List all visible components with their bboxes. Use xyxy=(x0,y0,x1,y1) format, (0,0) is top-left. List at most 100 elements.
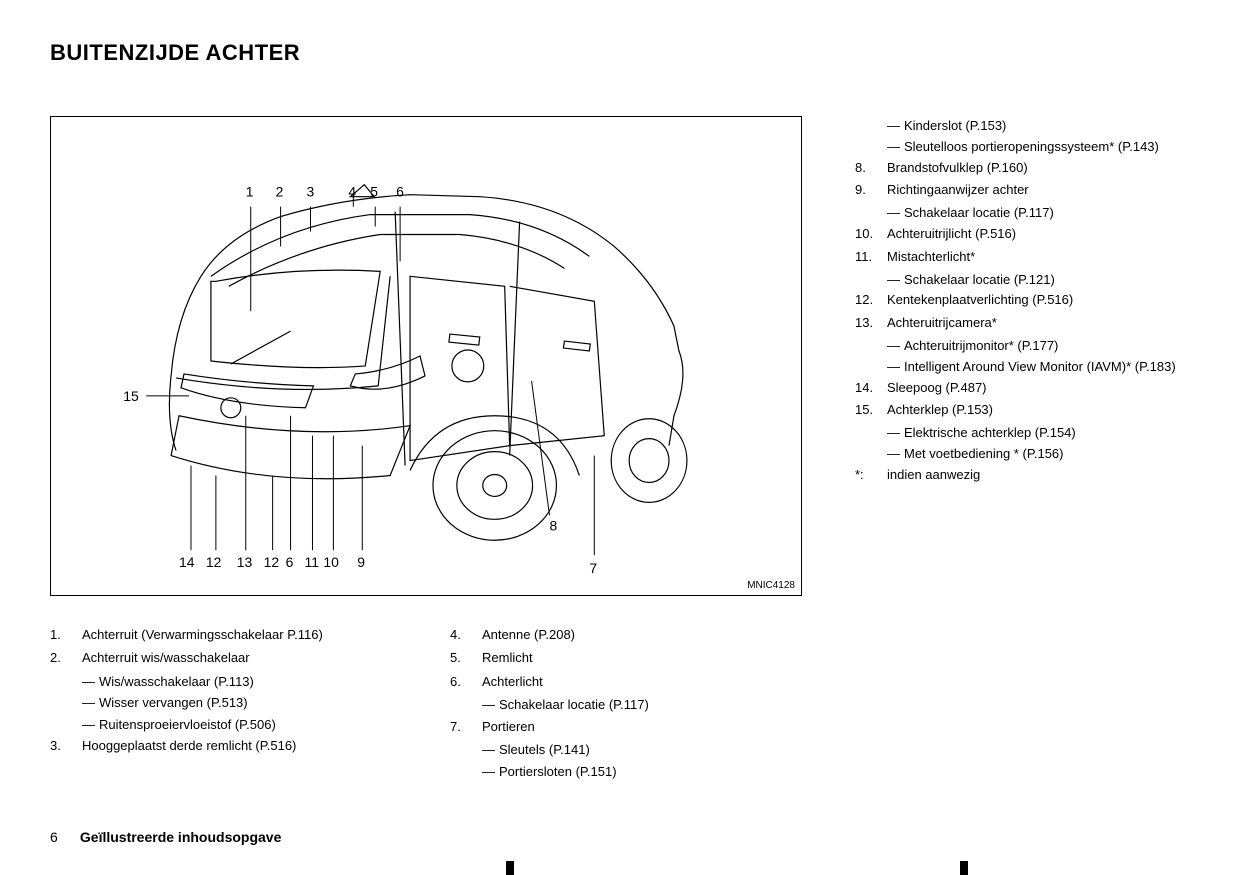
legend-number: 9. xyxy=(855,180,887,201)
legend-text: Achterruit (Verwarmingsschakelaar P.116) xyxy=(82,624,410,645)
legend-text: Achteruitrijlicht (P.516) xyxy=(887,224,1191,245)
legend-sub: — Met voetbediening * (P.156) xyxy=(887,444,1191,465)
legend-sub: — Kinderslot (P.153) xyxy=(887,116,1191,137)
dash-icon: — xyxy=(887,423,900,444)
legend-sub: — Intelligent Around View Monitor (IAVM)… xyxy=(887,357,1191,378)
legend-sub-text: Met voetbediening * (P.156) xyxy=(904,444,1191,465)
legend-sub: — Sleutelloos portieropeningssysteem* (P… xyxy=(887,137,1191,158)
callout-12a: 12 xyxy=(206,554,222,570)
legend-sub: — Elektrische achterklep (P.154) xyxy=(887,423,1191,444)
legend-col-2: 4.Antenne (P.208)5.Remlicht6.Achterlicht… xyxy=(450,624,810,782)
dash-icon: — xyxy=(482,694,495,715)
dash-icon: — xyxy=(887,116,900,137)
legend-text: Remlicht xyxy=(482,647,810,668)
legend-row: 1.Achterruit (Verwarmingsschakelaar P.11… xyxy=(50,624,410,645)
legend-sub-text: Schakelaar locatie (P.117) xyxy=(904,203,1191,224)
callout-1: 1 xyxy=(246,184,254,200)
callout-15: 15 xyxy=(123,388,139,404)
dash-icon: — xyxy=(82,714,95,735)
legend-text: Achterlicht xyxy=(482,671,810,692)
legend-number: 11. xyxy=(855,247,887,268)
dash-icon: — xyxy=(887,336,900,357)
legend-text: indien aanwezig xyxy=(887,465,1191,486)
dash-icon: — xyxy=(887,137,900,158)
legend-sub: — Achteruitrijmonitor* (P.177) xyxy=(887,336,1191,357)
legend-sub: — Schakelaar locatie (P.117) xyxy=(887,203,1191,224)
section-title: BUITENZIJDE ACHTER xyxy=(50,40,1191,66)
legend-sub-text: Schakelaar locatie (P.121) xyxy=(904,270,1191,291)
legend-text: Achterklep (P.153) xyxy=(887,400,1191,421)
legend-number: 14. xyxy=(855,378,887,399)
callout-10: 10 xyxy=(323,554,339,570)
legend-number: 7. xyxy=(450,716,482,737)
callout-14: 14 xyxy=(179,554,195,570)
callout-8: 8 xyxy=(549,517,557,533)
legend-row: 14.Sleepoog (P.487) xyxy=(855,378,1191,399)
legend-sub-text: Intelligent Around View Monitor (IAVM)* … xyxy=(904,357,1191,378)
callout-6b: 6 xyxy=(286,554,294,570)
legend-right-column: — Kinderslot (P.153)— Sleutelloos portie… xyxy=(855,116,1191,488)
legend-sub-text: Sleutelloos portieropeningssysteem* (P.1… xyxy=(904,137,1191,158)
legend-text: Portieren xyxy=(482,716,810,737)
legend-row: 7.Portieren xyxy=(450,716,810,737)
figure-box: 1 2 3 4 5 6 15 14 12 13 12 6 11 10 9 7 8 xyxy=(50,116,802,596)
page-number: 6 xyxy=(50,829,76,845)
legend-sub-text: Schakelaar locatie (P.117) xyxy=(499,694,810,715)
legend-number: 4. xyxy=(450,624,482,645)
callout-3: 3 xyxy=(307,184,315,200)
legend-number: 3. xyxy=(50,735,82,756)
legend-number: 5. xyxy=(450,647,482,668)
callout-7: 7 xyxy=(589,560,597,576)
legend-text: Brandstofvulklep (P.160) xyxy=(887,158,1191,179)
legend-row: 10.Achteruitrijlicht (P.516) xyxy=(855,224,1191,245)
legend-number: 8. xyxy=(855,158,887,179)
legend-row: 4.Antenne (P.208) xyxy=(450,624,810,645)
dash-icon: — xyxy=(887,203,900,224)
legend-sub: — Wis/wasschakelaar (P.113) xyxy=(82,671,410,692)
legend-row: *:indien aanwezig xyxy=(855,465,1191,486)
legend-sub: — Wisser vervangen (P.513) xyxy=(82,692,410,713)
legend-row: 3.Hooggeplaatst derde remlicht (P.516) xyxy=(50,735,410,756)
callout-11: 11 xyxy=(305,554,320,570)
legend-bottom-columns: 1.Achterruit (Verwarmingsschakelaar P.11… xyxy=(50,624,810,782)
legend-row: 9.Richtingaanwijzer achter xyxy=(855,180,1191,201)
legend-number: 1. xyxy=(50,624,82,645)
legend-sub-text: Wisser vervangen (P.513) xyxy=(99,692,410,713)
callout-9: 9 xyxy=(357,554,365,570)
callout-6: 6 xyxy=(396,184,404,200)
legend-sub: — Schakelaar locatie (P.121) xyxy=(887,270,1191,291)
legend-row: 13.Achteruitrijcamera* xyxy=(855,313,1191,334)
crop-mark xyxy=(506,861,514,875)
legend-sub-text: Sleutels (P.141) xyxy=(499,739,810,760)
legend-text: Sleepoog (P.487) xyxy=(887,378,1191,399)
legend-row: 6.Achterlicht xyxy=(450,671,810,692)
callout-12b: 12 xyxy=(264,554,280,570)
legend-row: 5.Remlicht xyxy=(450,647,810,668)
legend-text: Achterruit wis/wasschakelaar xyxy=(82,647,410,668)
vehicle-diagram: 1 2 3 4 5 6 15 14 12 13 12 6 11 10 9 7 8 xyxy=(51,117,801,595)
legend-row: 11.Mistachterlicht* xyxy=(855,247,1191,268)
legend-row: 2.Achterruit wis/wasschakelaar xyxy=(50,647,410,668)
legend-text: Antenne (P.208) xyxy=(482,624,810,645)
dash-icon: — xyxy=(887,270,900,291)
legend-text: Achteruitrijcamera* xyxy=(887,313,1191,334)
legend-number: 10. xyxy=(855,224,887,245)
dash-icon: — xyxy=(482,739,495,760)
legend-sub-text: Portiersloten (P.151) xyxy=(499,761,810,782)
dash-icon: — xyxy=(82,671,95,692)
legend-number: 6. xyxy=(450,671,482,692)
legend-row: 15.Achterklep (P.153) xyxy=(855,400,1191,421)
legend-col-1: 1.Achterruit (Verwarmingsschakelaar P.11… xyxy=(50,624,410,782)
legend-sub: — Portiersloten (P.151) xyxy=(482,761,810,782)
callout-13: 13 xyxy=(237,554,253,570)
legend-sub: — Sleutels (P.141) xyxy=(482,739,810,760)
legend-text: Mistachterlicht* xyxy=(887,247,1191,268)
callout-2: 2 xyxy=(276,184,284,200)
legend-number: 12. xyxy=(855,290,887,311)
legend-row: 8.Brandstofvulklep (P.160) xyxy=(855,158,1191,179)
footer-title: Geïllustreerde inhoudsopgave xyxy=(80,829,282,845)
legend-sub: — Ruitensproeiervloeistof (P.506) xyxy=(82,714,410,735)
legend-text: Hooggeplaatst derde remlicht (P.516) xyxy=(82,735,410,756)
legend-sub-text: Ruitensproeiervloeistof (P.506) xyxy=(99,714,410,735)
crop-mark xyxy=(960,861,968,875)
